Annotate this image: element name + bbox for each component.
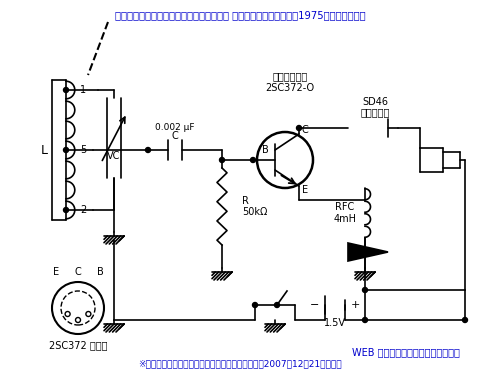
Text: 1: 1 [80, 85, 86, 95]
Polygon shape [348, 243, 388, 261]
Circle shape [219, 157, 225, 163]
Text: C: C [74, 267, 82, 277]
Circle shape [362, 288, 368, 293]
Circle shape [252, 302, 257, 307]
Text: 0.002 μF: 0.002 μF [155, 122, 195, 131]
Circle shape [251, 157, 255, 163]
Text: ダイオード: ダイオード [360, 107, 390, 117]
Text: +: + [351, 300, 360, 310]
Circle shape [63, 87, 69, 92]
Circle shape [63, 147, 69, 152]
Text: SD46: SD46 [362, 97, 388, 107]
Circle shape [362, 318, 368, 323]
Text: VC: VC [108, 151, 120, 161]
Text: RFC
4mH: RFC 4mH [334, 202, 357, 224]
Text: 5: 5 [80, 145, 86, 155]
Text: E: E [302, 185, 308, 195]
Text: 2SC372 底面図: 2SC372 底面図 [49, 340, 107, 350]
Circle shape [297, 125, 301, 130]
Text: L: L [40, 144, 48, 157]
Text: B: B [96, 267, 103, 277]
Text: −: − [310, 300, 319, 310]
Circle shape [145, 147, 151, 152]
Text: C: C [172, 131, 179, 141]
Circle shape [463, 318, 468, 323]
Text: ※「子供の科学」編集部の許可を得てトレス掲載（2007年12月21日許諾）: ※「子供の科学」編集部の許可を得てトレス掲載（2007年12月21日許諾） [138, 359, 342, 368]
Text: 1.5V: 1.5V [324, 318, 346, 328]
Text: B: B [262, 145, 268, 155]
Circle shape [63, 207, 69, 212]
Text: E: E [53, 267, 59, 277]
Text: トランジスタ
2SC372-O: トランジスタ 2SC372-O [265, 71, 314, 93]
Text: R
50kΩ: R 50kΩ [242, 196, 267, 217]
Circle shape [275, 302, 279, 307]
Text: WEB サイト「子供の科学のラジオ」: WEB サイト「子供の科学のラジオ」 [352, 347, 460, 357]
Text: 2: 2 [80, 205, 86, 215]
Text: C: C [301, 125, 308, 135]
Text: １石・バラック高１イヤホン・ラジオ（泉 弘志氏・「子供の科学」1975年２月号掲載）: １石・バラック高１イヤホン・ラジオ（泉 弘志氏・「子供の科学」1975年２月号掲… [115, 10, 365, 20]
